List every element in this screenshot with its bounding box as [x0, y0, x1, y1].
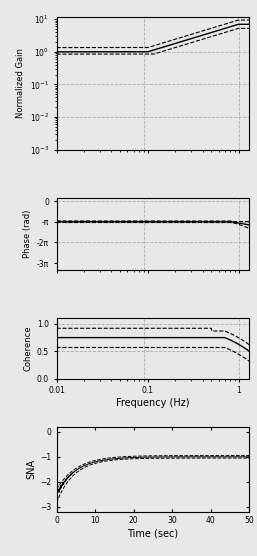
- Y-axis label: Normalized Gain: Normalized Gain: [16, 48, 25, 118]
- Y-axis label: SNA: SNA: [26, 459, 36, 479]
- Y-axis label: Coherence: Coherence: [24, 326, 33, 371]
- X-axis label: Frequency (Hz): Frequency (Hz): [116, 398, 190, 408]
- Y-axis label: Phase (rad): Phase (rad): [23, 210, 32, 258]
- X-axis label: Time (sec): Time (sec): [127, 528, 178, 538]
